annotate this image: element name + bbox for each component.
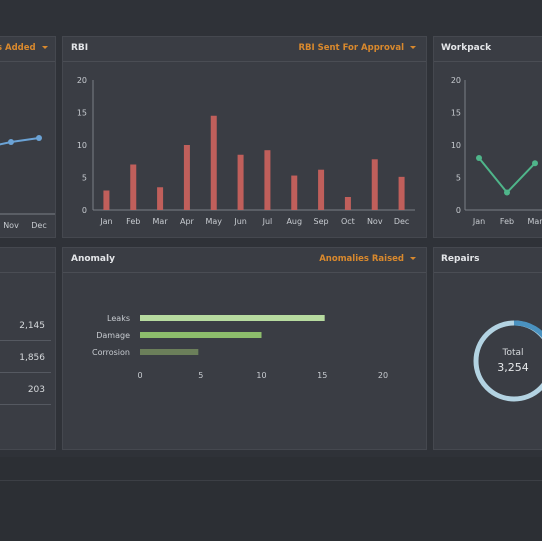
repairs-panel: Repairs Total 3,254 — [433, 247, 542, 450]
totals-value-2: 1,856 — [19, 353, 45, 363]
divider — [0, 372, 51, 373]
rbi-bar-chart: 0 5 10 15 20 Jan Feb Mar Apr May Jun Jul Aug Sep Oct No… — [77, 76, 415, 226]
rbi-bar — [264, 150, 271, 210]
workpack-panel: Workpack 0 5 10 15 20 Jan Feb Mar — [433, 36, 542, 238]
added-panel: s Added Nov Dec — [0, 36, 56, 238]
workpack-y-tick: 15 — [451, 109, 461, 118]
anomaly-bar — [140, 349, 199, 355]
totals-value-1: 2,145 — [19, 321, 45, 331]
rbi-x-tick: Oct — [341, 217, 355, 226]
rbi-filter-dropdown[interactable]: RBI Sent For Approval — [298, 43, 416, 53]
rbi-bar — [318, 169, 325, 210]
rbi-y-tick: 10 — [77, 141, 87, 150]
workpack-series-line — [478, 157, 536, 194]
workpack-x-tick: Jan — [472, 217, 485, 226]
workpack-y-tick: 5 — [456, 174, 461, 183]
rbi-bar — [157, 187, 164, 210]
workpack-title: Workpack — [441, 43, 492, 53]
totals-panel: 2,145 1,856 203 — [0, 247, 56, 450]
rbi-panel-header: RBI RBI Sent For Approval — [63, 37, 426, 62]
anomaly-label: Corrosion — [92, 348, 130, 357]
added-filter-dropdown[interactable]: s Added — [0, 43, 48, 53]
rbi-y-tick: 20 — [77, 76, 87, 85]
workpack-point — [504, 189, 510, 196]
added-line-chart: Nov Dec — [0, 135, 55, 230]
chevron-down-icon — [41, 46, 48, 49]
anomaly-bar-chart: Leaks Damage Corrosion 0 5 10 15 20 — [92, 314, 388, 380]
rbi-bar — [103, 190, 110, 210]
workpack-y-tick: 10 — [451, 141, 461, 150]
rbi-x-tick: Jan — [99, 217, 112, 226]
anomaly-label: Damage — [96, 331, 130, 340]
rbi-bar — [237, 154, 244, 210]
rbi-x-tick: May — [205, 217, 222, 226]
totals-panel-header — [0, 248, 55, 273]
repairs-title: Repairs — [441, 254, 480, 264]
rbi-y-tick: 5 — [82, 174, 87, 183]
workpack-point — [532, 160, 538, 167]
chevron-down-icon — [410, 46, 416, 49]
rbi-filter-label: RBI Sent For Approval — [298, 43, 404, 53]
rbi-x-tick: Mar — [153, 217, 169, 226]
chevron-down-icon — [410, 257, 416, 260]
rbi-x-tick: Nov — [367, 217, 383, 226]
repairs-donut-segment — [513, 320, 542, 338]
anomaly-panel-header: Anomaly Anomalies Raised — [63, 248, 426, 273]
divider — [0, 340, 51, 341]
anomaly-bar — [140, 332, 262, 338]
rbi-x-tick: Apr — [180, 217, 195, 226]
anomaly-label: Leaks — [107, 314, 130, 323]
rbi-y-tick: 15 — [77, 109, 87, 118]
rbi-bar — [291, 175, 298, 210]
rbi-bar — [130, 164, 137, 210]
added-series-line — [0, 137, 40, 146]
rbi-bar — [183, 145, 190, 210]
rbi-bar — [210, 115, 217, 210]
rbi-panel: RBI RBI Sent For Approval 0 5 10 15 20 Jan Feb… — [62, 36, 427, 238]
added-filter-label: s Added — [0, 43, 36, 53]
anomaly-x-tick: 20 — [378, 371, 388, 380]
anomaly-bar — [140, 315, 325, 321]
repairs-total-label: Total — [501, 348, 523, 358]
anomaly-x-tick: 15 — [317, 371, 327, 380]
repairs-total-value: 3,254 — [497, 361, 529, 374]
rbi-bar — [371, 159, 378, 210]
added-tick-nov: Nov — [3, 221, 19, 230]
anomaly-filter-label: Anomalies Raised — [319, 254, 404, 264]
workpack-y-tick: 0 — [456, 206, 461, 215]
rbi-x-tick: Jul — [262, 217, 273, 226]
workpack-x-tick: Feb — [500, 217, 514, 226]
repairs-panel-header: Repairs — [434, 248, 542, 273]
bottom-divider — [0, 480, 542, 481]
added-point-nov — [8, 139, 14, 145]
added-tick-dec: Dec — [31, 221, 46, 230]
rbi-x-tick: Jun — [233, 217, 247, 226]
rbi-x-tick: Feb — [126, 217, 140, 226]
workpack-y-tick: 20 — [451, 76, 461, 85]
totals-value-3: 203 — [27, 385, 45, 395]
anomaly-x-tick: 10 — [256, 371, 266, 380]
added-panel-header: s Added — [0, 37, 55, 62]
anomaly-x-tick: 5 — [198, 371, 203, 380]
rbi-bar — [344, 197, 351, 210]
rbi-x-tick: Dec — [394, 217, 409, 226]
rbi-x-tick: Sep — [314, 217, 329, 226]
repairs-donut-chart: Total 3,254 — [473, 320, 542, 402]
workpack-point — [476, 155, 482, 161]
anomaly-title: Anomaly — [71, 254, 115, 264]
anomaly-panel: Anomaly Anomalies Raised Leaks Damage Corr… — [62, 247, 427, 450]
added-point-dec — [36, 135, 42, 141]
rbi-y-tick: 0 — [82, 206, 87, 215]
workpack-line-chart: 0 5 10 15 20 Jan Feb Mar — [451, 76, 542, 226]
rbi-bar — [398, 176, 405, 210]
bottom-bar — [0, 457, 542, 541]
rbi-x-tick: Aug — [286, 217, 302, 226]
rbi-title: RBI — [71, 43, 89, 53]
anomaly-filter-dropdown[interactable]: Anomalies Raised — [319, 254, 416, 264]
divider — [0, 404, 51, 405]
anomaly-x-tick: 0 — [137, 371, 142, 380]
workpack-x-tick: Mar — [527, 217, 542, 226]
workpack-panel-header: Workpack — [434, 37, 542, 62]
